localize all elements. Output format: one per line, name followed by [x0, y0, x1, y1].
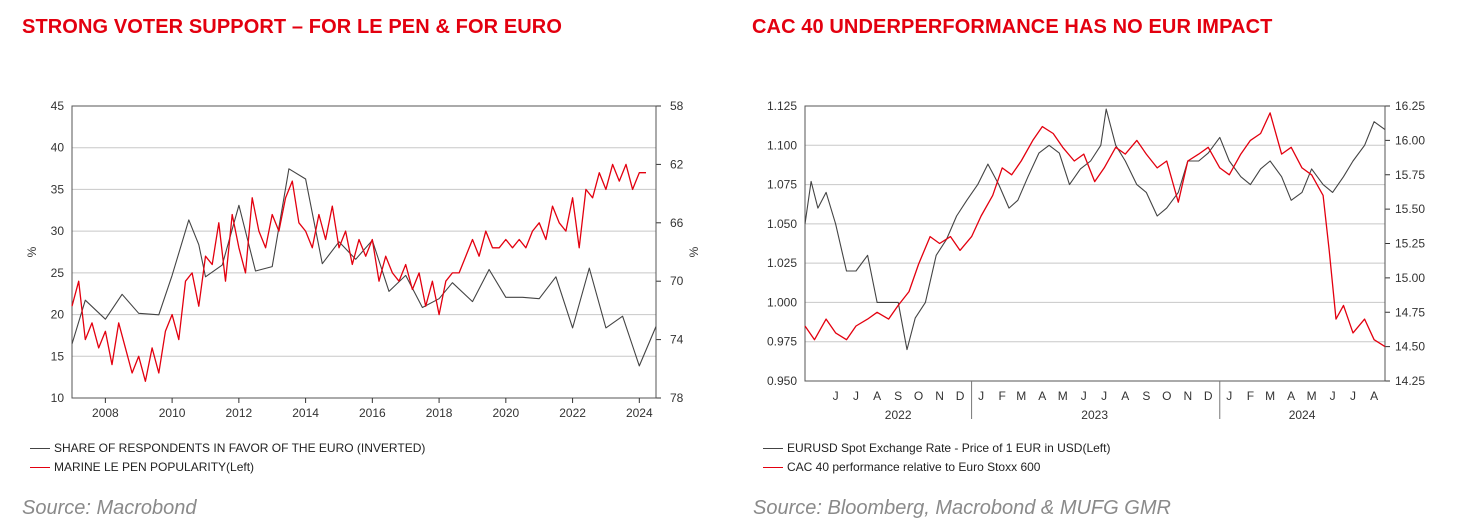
y-tick-label: 45 [51, 99, 65, 113]
x-month-label: N [1183, 389, 1192, 403]
legend-swatch-grey [30, 448, 50, 450]
y-tick-label: 0.950 [767, 374, 797, 388]
y-tick-label: 30 [51, 224, 65, 238]
x-month-label: J [1330, 389, 1336, 403]
y-tick-label: 1.075 [767, 178, 797, 192]
x-month-label: O [914, 389, 923, 403]
y-tick-label: 1.050 [767, 217, 797, 231]
right-legend-label-2: CAC 40 performance relative to Euro Stox… [787, 460, 1041, 474]
left-chart-title: STRONG VOTER SUPPORT – FOR LE PEN & FOR … [22, 16, 563, 38]
y-tick-label: 10 [51, 391, 65, 405]
plot-frame [804, 105, 1386, 382]
right-chart-panel: CAC 40 UNDERPERFORMANCE HAS NO EUR IMPAC… [735, 0, 1465, 532]
legend-swatch-grey [763, 448, 783, 450]
x-month-label: M [1265, 389, 1275, 403]
x-month-label: N [935, 389, 944, 403]
y-tick-label: 25 [51, 266, 65, 280]
legend-swatch-red [30, 467, 50, 469]
x-month-label: F [1247, 389, 1254, 403]
x-month-label: S [1142, 389, 1150, 403]
y2-tick-label: 14.50 [1395, 340, 1425, 354]
x-year-label: 2024 [1289, 408, 1316, 422]
right-chart-title: CAC 40 UNDERPERFORMANCE HAS NO EUR IMPAC… [752, 16, 1273, 38]
right-chart-plot: 0.950 0.975 1.000 1.025 1.050 1.075 1.100 1.125… [767, 99, 1425, 422]
x-month-label: J [1101, 389, 1107, 403]
left-legend-item-euro-support: SHARE OF RESPONDENTS IN FAVOR OF THE EUR… [30, 441, 425, 455]
x-tick-label: 2014 [292, 406, 319, 420]
x-month-label: A [1038, 389, 1046, 403]
x-tick-label: 2008 [92, 406, 119, 420]
y-tick-label: 15 [51, 349, 65, 363]
y2-tick-label: 15.25 [1395, 237, 1425, 251]
x-month-label: M [1016, 389, 1026, 403]
y-tick-label: 0.975 [767, 335, 797, 349]
x-tick-label: 2020 [492, 406, 519, 420]
legend-swatch-red [763, 467, 783, 469]
x-month-label: A [1121, 389, 1129, 403]
right-legend-item-eurusd: EURUSD Spot Exchange Rate - Price of 1 E… [763, 441, 1110, 455]
x-month-label: S [894, 389, 902, 403]
x-month-label: O [1162, 389, 1171, 403]
right-legend-item-cac40: CAC 40 performance relative to Euro Stox… [763, 460, 1040, 474]
x-month-label: J [833, 389, 839, 403]
x-month-label: A [1287, 389, 1295, 403]
left-legend-item-le-pen: MARINE LE PEN POPULARITY(Left) [30, 460, 254, 474]
y-tick-label: 20 [51, 308, 65, 322]
x-month-label: A [1370, 389, 1378, 403]
left-chart-panel: STRONG VOTER SUPPORT – FOR LE PEN & FOR … [0, 0, 730, 532]
x-tick-label: 2018 [426, 406, 453, 420]
x-month-label: J [1081, 389, 1087, 403]
x-tick-label: 2022 [559, 406, 586, 420]
y2-tick-label: 66 [670, 216, 684, 230]
y-tick-label: 1.025 [767, 256, 797, 270]
y2-axis-label: % [687, 246, 701, 257]
y2-tick-label: 14.75 [1395, 305, 1425, 319]
x-tick-label: 2012 [226, 406, 253, 420]
y-tick-label: 40 [51, 141, 65, 155]
x-month-label: A [873, 389, 881, 403]
x-year-label: 2023 [1081, 408, 1108, 422]
y-axis-label: % [25, 246, 39, 257]
y2-tick-label: 15.00 [1395, 271, 1425, 285]
y-tick-label: 35 [51, 182, 65, 196]
x-month-label: J [1350, 389, 1356, 403]
y2-tick-label: 16.00 [1395, 133, 1425, 147]
y2-tick-label: 62 [670, 157, 684, 171]
x-tick-label: 2010 [159, 406, 186, 420]
plot-frame [71, 105, 657, 399]
left-legend-label-2: MARINE LE PEN POPULARITY(Left) [54, 460, 255, 474]
x-month-label: M [1307, 389, 1317, 403]
y2-tick-label: 70 [670, 274, 684, 288]
series-line-cac40 [804, 112, 1386, 348]
y2-tick-label: 16.25 [1395, 99, 1425, 113]
y2-tick-label: 58 [670, 99, 684, 113]
y-tick-label: 1.100 [767, 138, 797, 152]
y2-tick-label: 15.50 [1395, 202, 1425, 216]
right-legend-label-1: EURUSD Spot Exchange Rate - Price of 1 E… [787, 441, 1111, 455]
x-year-label: 2022 [885, 408, 912, 422]
series-line-euro-support [71, 168, 657, 367]
left-chart-source: Source: Macrobond [22, 497, 197, 519]
x-month-label: J [853, 389, 859, 403]
x-month-label: D [1204, 389, 1213, 403]
x-month-label: M [1058, 389, 1068, 403]
y2-tick-label: 78 [670, 391, 684, 405]
y2-tick-label: 14.25 [1395, 374, 1425, 388]
x-tick-label: 2016 [359, 406, 386, 420]
x-month-label: J [978, 389, 984, 403]
y2-tick-label: 15.75 [1395, 168, 1425, 182]
y2-tick-label: 74 [670, 333, 684, 347]
series-line-le-pen [71, 163, 646, 382]
x-tick-label: 2024 [626, 406, 653, 420]
right-chart-source: Source: Bloomberg, Macrobond & MUFG GMR [753, 497, 1171, 519]
x-month-label: F [999, 389, 1006, 403]
left-legend-label-1: SHARE OF RESPONDENTS IN FAVOR OF THE EUR… [54, 441, 426, 455]
x-month-label: J [1226, 389, 1232, 403]
series-line-eurusd [804, 108, 1386, 351]
y-tick-label: 1.000 [767, 295, 797, 309]
x-month-label: D [956, 389, 965, 403]
left-chart-plot: 10 15 20 25 30 35 40 45 58 62 66 70 74 78 2008 2010 2012… [25, 99, 701, 420]
y-tick-label: 1.125 [767, 99, 797, 113]
